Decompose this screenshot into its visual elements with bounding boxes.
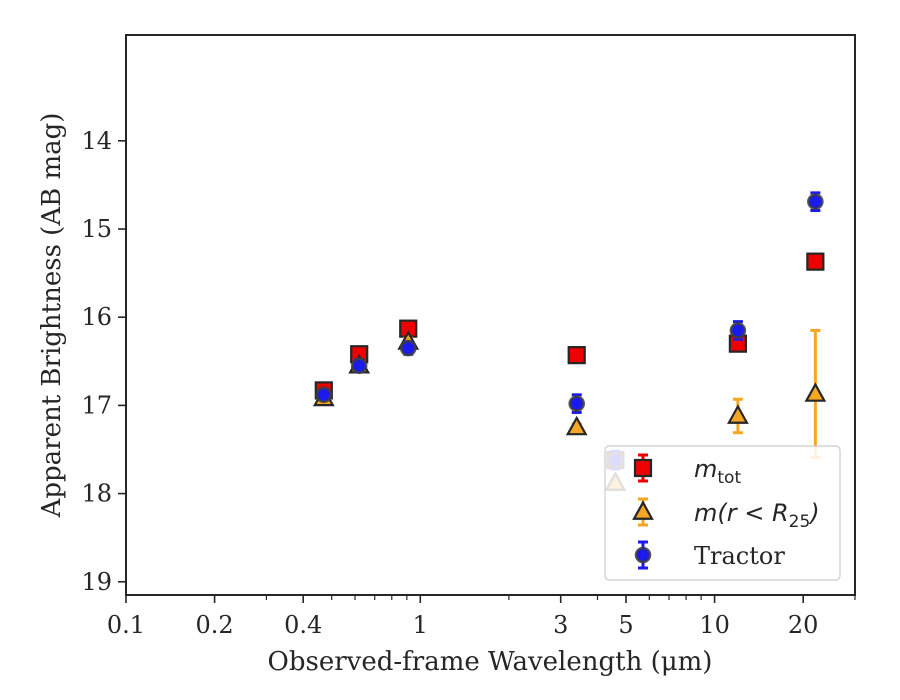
x-tick-label: 0.1: [107, 611, 145, 639]
y-tick-label: 16: [81, 303, 112, 331]
y-tick-label: 18: [81, 480, 112, 508]
legend-marker-mr25: [632, 500, 654, 520]
point-mr25: [565, 415, 588, 436]
x-tick-label: 0.4: [284, 611, 322, 639]
legend-label-mtot: mtot: [694, 455, 741, 488]
x-axis-label: Observed-frame Wavelength (μm): [268, 647, 713, 677]
legend-label-main: m(r < R: [694, 499, 789, 527]
legend: mtot m(r < R25) Tractor: [604, 445, 841, 581]
point-tractor: [807, 193, 824, 210]
legend-label-subscript: tot: [717, 468, 741, 488]
plot-frame: [125, 34, 856, 596]
point-mtot: [806, 252, 825, 271]
legend-label-mr25: m(r < R25): [694, 499, 820, 532]
point-tractor: [399, 339, 417, 357]
point-tractor: [350, 357, 368, 375]
legend-label-suffix: ): [808, 499, 819, 527]
legend-marker-tractor: [634, 546, 652, 564]
legend-label-subscript: 25: [789, 512, 811, 532]
y-tick-label: 15: [81, 215, 112, 243]
axis-ticks: 0.1 0.2 0.4 1 3 5 10 20 14 15 16 17 18 19: [81, 127, 856, 639]
legend-marker-mtot: [633, 458, 653, 478]
series-mtot: [314, 252, 825, 470]
point-tractor: [315, 386, 333, 404]
x-tick-label: 3: [553, 611, 568, 639]
series-tractor: [315, 191, 824, 471]
legend-label-main: m: [694, 455, 717, 483]
y-tick-label: 19: [81, 568, 112, 596]
legend-box: [604, 445, 841, 581]
y-tick-label: 17: [81, 391, 112, 419]
y-axis-label: Apparent Brightness (AB mag): [37, 113, 67, 519]
point-tractor: [729, 322, 747, 339]
y-tick-label: 14: [81, 127, 112, 155]
x-tick-label: 1: [413, 611, 428, 639]
x-tick-label: 5: [618, 611, 633, 639]
x-tick-label: 0.2: [196, 611, 234, 639]
legend-label-tractor: Tractor: [694, 542, 785, 570]
point-mtot: [567, 346, 586, 365]
x-tick-label: 20: [788, 611, 819, 639]
point-tractor: [568, 395, 586, 412]
x-tick-label: 10: [699, 611, 730, 639]
point-mr25: [804, 382, 827, 402]
data-marks: [312, 191, 827, 491]
point-mr25: [727, 404, 749, 424]
